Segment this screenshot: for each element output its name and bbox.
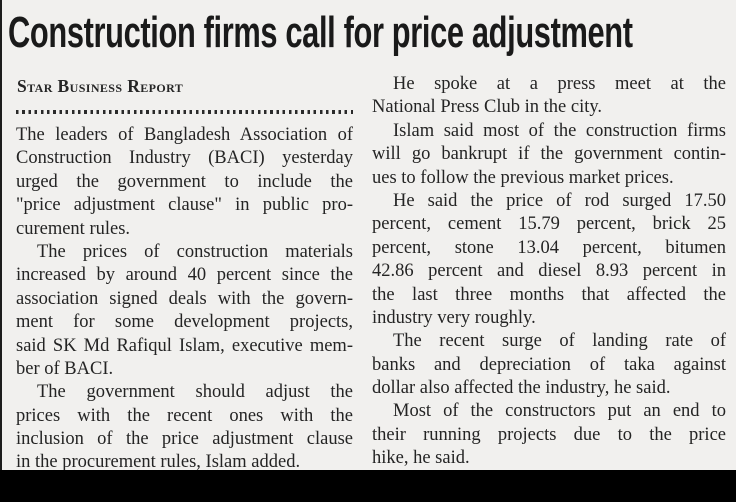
scan-left-edge-line [0,0,2,502]
text-line: He spoke at a press meet at the [393,74,726,94]
text-line: banks and depreciation of taka against [372,354,726,375]
byline: Star Business Report [17,76,184,96]
text-line: Construction Industry (BACI) yesterday [16,148,353,169]
paragraph: He spoke at a press meet at the National … [372,73,726,120]
paragraph: The recent surge of landing rate of banks… [372,330,726,400]
text-line: industry very roughly. [372,307,536,328]
text-line: urged the government to include the [16,171,353,192]
text-line: association signed deals with the govern… [16,288,353,309]
byline-dotted-rule [16,110,353,114]
text-line: percent, stone 13.04 percent, bitumen [372,237,726,258]
text-line: The leaders of Bangladesh Association of [16,125,353,145]
text-line: The prices of construction materials [37,241,353,262]
text-line: "price adjustment clause" in public pro- [16,195,353,216]
text-line: increased by around 40 percent since the [16,265,353,286]
text-line: Most of the constructors put an end to [393,401,726,422]
article-column-right: He spoke at a press meet at the National … [372,73,726,471]
text-line: Islam said most of the construction firm… [393,120,726,141]
text-line: 42.86 percent and diesel 8.93 percent in [372,261,726,282]
text-line: National Press Club in the city. [372,97,603,118]
text-line: in the procurement rules, Islam added. [16,452,301,473]
text-line: ber of BACI. [16,358,114,379]
text-line: the last three months that affected the [372,284,726,305]
paragraph: Most of the constructors put an end to th… [372,400,726,470]
text-line: said SK Md Rafiqul Islam, executive mem- [16,335,353,356]
paragraph: The leaders of Bangladesh Association of… [16,124,353,241]
article-headline: Construction firms call for price adjust… [8,4,736,62]
text-line: He said the price of rod surged 17.50 [393,190,726,211]
article-column-left: The leaders of Bangladesh Association of… [16,124,353,475]
text-line: dollar also affected the industry, he sa… [372,378,671,399]
text-line: ment for some development projects, [16,312,353,333]
text-line: The recent surge of landing rate of [393,331,726,352]
text-line: inclusion of the price adjustment clause [16,429,353,450]
paragraph: The prices of construction materials incr… [16,241,353,381]
article-headline-text: Construction firms call for price adjust… [8,8,633,57]
text-line: will go bankrupt if the government conti… [372,144,726,165]
paragraph: He said the price of rod surged 17.50 per… [372,190,726,330]
paragraph: The government should adjust the prices w… [16,381,353,475]
text-line: hike, he said. [372,448,470,469]
text-line: The government should adjust the [37,382,353,403]
text-line: percent, cement 15.79 percent, brick 25 [372,214,726,235]
paragraph: Islam said most of the construction firm… [372,120,726,190]
scan-bottom-black-bar [0,470,736,502]
text-line: ues to follow the previous market prices… [372,167,674,188]
text-line: prices with the recent ones with the [16,405,353,426]
text-line: curement rules. [16,218,131,239]
text-line: their running projects due to the price [372,424,726,445]
